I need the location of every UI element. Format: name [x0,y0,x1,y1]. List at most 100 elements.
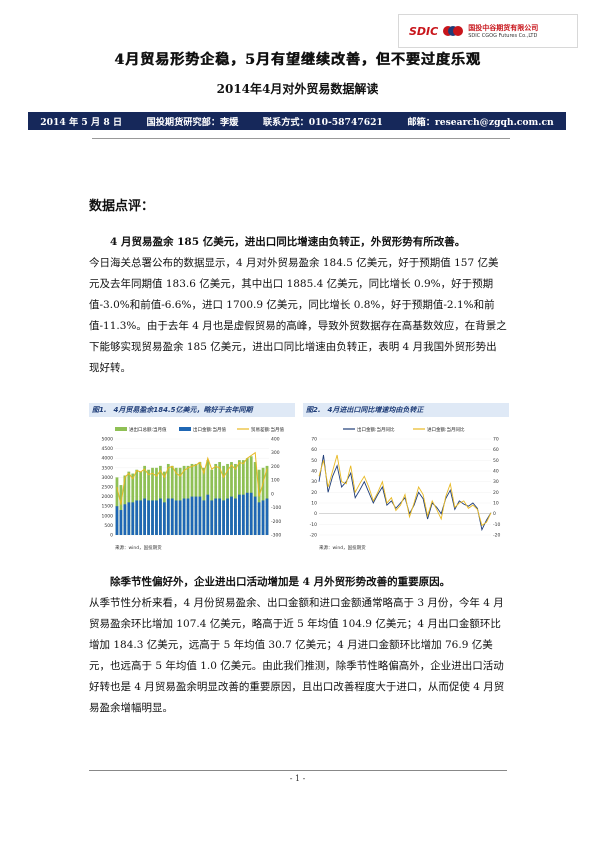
figure-1-export-bar [147,500,150,535]
figure-1-export-bar [249,492,253,535]
figure-1-left-tick: 4500 [102,446,114,452]
figure-2-legend-1: 出口金额:当月同比 [357,426,395,433]
logo-mark-icon [443,26,464,36]
figure-2-left-tick: -20 [310,533,317,539]
figure-1-right-tick: -200 [271,519,281,525]
figure-1-left-tick: 500 [104,523,113,529]
figure-2-right-tick: 60 [493,447,499,453]
figure-1-export-bar [127,502,131,535]
figure-2-left-tick: 20 [311,490,317,496]
figure-2-right-tick: 10 [493,501,499,507]
figure-1-export-bar [186,498,190,535]
figure-1-left-tick: 1000 [102,513,114,519]
figure-2-left-tick: 70 [311,437,317,443]
figure-1-right-tick: 100 [271,478,280,484]
figure-1-right-tick: -100 [271,505,281,511]
figure-1-export-bar [230,496,233,535]
figure-1-right-tick: 200 [271,464,280,470]
figure-2-right-tick: 70 [493,437,499,443]
figure-1-export-bar [253,496,257,535]
header-divider [92,138,510,139]
figure-1-chart: 进出口总额:当月值 出口金额:当月值 贸易差额:当月值 050010001500… [89,417,295,553]
figure-2-left-tick: 10 [311,501,317,507]
figure-2-right-tick: 40 [493,469,499,475]
figure-1-export-bar [166,498,170,535]
figure-2-chart: 出口金额:当月同比 进口金额:当月同比 -20 -20 -10 -10 0 0 10 10 20… [303,417,509,553]
figure-1-export-bar [178,500,182,535]
figure-1-left-tick: 2500 [102,485,114,491]
figure-1-export-bar [206,494,210,535]
paragraph-2-lead: 除季节性偏好外，企业进出口活动增加是 4 月外贸形势改善的重要原因。 [110,576,451,588]
figure-1-export-bar [159,498,162,535]
figure-1-export-bar [119,510,123,535]
paragraph-1-body: 今日海关总署公布的数据显示，4 月对外贸易盈余 184.5 亿美元，好于预期值 … [89,257,507,374]
figure-2-left-tick: 40 [311,469,317,475]
figure-1-left-tick: 0 [110,533,113,539]
figure-1-export-bar [135,500,139,535]
company-logo: SDIC 国投中谷期货有限公司 SDIC CGOG Futures Co.,LT… [398,14,578,48]
figure-2-right-tick: -10 [493,522,500,528]
figure-1-export-bar [182,498,186,535]
figure-2-legend-2: 进口金额:当月同比 [427,426,465,433]
figure-1-export-bar [115,506,119,535]
figure-1-export-bar [241,494,245,535]
figure-1-export-bar [265,498,269,535]
figure-1: 图1. 4月贸易盈余184.5亿美元，略好于去年同期 进出口总额:当月值 出口金… [89,403,295,553]
figure-2-right-tick: 0 [493,511,496,517]
figure-2-right-tick: 30 [493,479,499,485]
logo-brand: SDIC [409,24,439,38]
figure-1-export-bar [194,496,198,535]
report-date: 2014 年 5 月 8 日 [40,117,123,128]
figure-1-export-bar [174,500,178,535]
figure-2-left-tick: 0 [314,511,317,517]
figure-1-legend-2: 出口金额:当月值 [193,426,227,433]
figure-2-left-tick: 50 [311,458,317,464]
figure-1-right-tick: 300 [271,450,280,456]
figure-1-export-bar [198,496,202,535]
section-title: 数据点评： [89,199,155,214]
paragraph-2-body: 从季节性分析来看，4 月份贸易盈余、出口金额和进口金额通常略高于 3 月份，今年… [89,597,505,714]
report-author: 国投期货研究部：李媛 [146,117,239,128]
figure-1-left-tick: 5000 [102,437,114,443]
figure-1-export-bar [143,498,146,535]
figure-1-left-tick: 3500 [102,465,114,471]
figure-1-caption: 图1. 4月贸易盈余184.5亿美元，略好于去年同期 [89,403,295,417]
figure-1-trade-balance-line [116,451,268,505]
figure-1-export-bar [245,492,249,535]
figure-1-export-bar [261,500,265,535]
figure-1-left-tick: 1500 [102,504,114,510]
figure-1-export-bar [210,500,214,535]
figure-1-export-bar [218,498,222,535]
figure-2: 图2. 4月进出口同比增速均由负转正 出口金额:当月同比 进口金额:当月同比 -… [303,403,509,553]
paragraph-1-lead: 4 月贸易盈余 185 亿美元，进出口同比增速由负转正，外贸形势有所改善。 [110,236,466,248]
page-number: - 1 - [289,774,306,783]
figure-1-export-bar [214,498,218,535]
figure-1-export-bar [226,498,229,535]
figure-1-right-tick: -300 [271,533,281,539]
figure-1-export-bar [202,500,206,535]
footer-divider [89,770,507,771]
figure-1-left-tick: 4000 [102,456,114,462]
figure-1-left-tick: 3000 [102,475,114,481]
figure-2-caption: 图2. 4月进出口同比增速均由负转正 [303,403,509,417]
figure-1-export-bar [222,500,225,535]
figure-1-export-bar [162,502,166,535]
figure-1-export-bar [257,502,261,535]
figure-2-right-tick: 20 [493,490,499,496]
report-contact: 联系方式：010-58747621 [262,117,383,128]
figure-1-export-bar [123,504,127,535]
figure-1-right-tick: 400 [271,437,280,443]
figure-2-left-tick: 60 [311,447,317,453]
report-email[interactable]: 邮箱：research@zgqh.com.cn [407,117,554,128]
figure-1-legend-3: 贸易差额:当月值 [251,426,285,433]
figure-2-right-tick: 50 [493,458,499,464]
figure-1-export-bar [155,500,158,535]
figure-1-export-bar [170,498,174,535]
figure-1-export-bar [234,498,237,535]
figure-2-right-tick: -20 [493,533,500,539]
report-subtitle: 2014年4月对外贸易数据解读 [216,82,379,96]
figure-1-left-tick: 2000 [102,494,114,500]
logo-company-en: SDIC CGOG Futures Co.,LTD [468,33,538,39]
paragraph-2: 除季节性偏好外，企业进出口活动增加是 4 月外贸形势改善的重要原因。 从季节性分… [89,572,507,719]
paragraph-1: 4 月贸易盈余 185 亿美元，进出口同比增速由负转正，外贸形势有所改善。 今日… [89,232,507,379]
